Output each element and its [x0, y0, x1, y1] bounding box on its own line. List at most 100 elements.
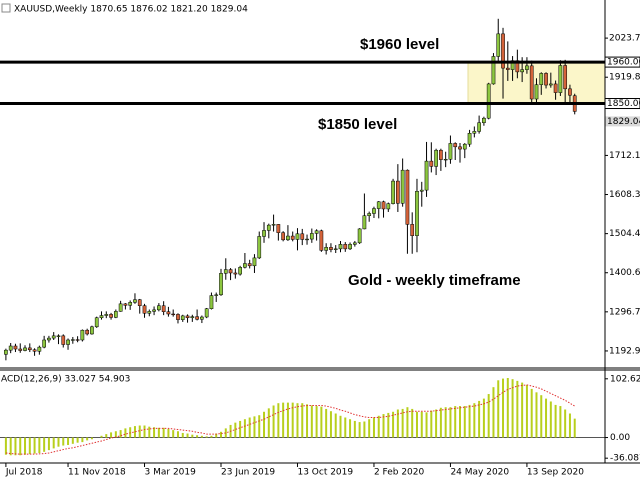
candle-body	[381, 201, 386, 210]
candle-body	[309, 233, 314, 240]
y-tick-label: 102.62	[610, 374, 640, 384]
candle-body	[276, 224, 281, 233]
candle-body	[262, 230, 266, 237]
candle-body	[391, 180, 395, 204]
x-tick-label: 2 Feb 2020	[374, 468, 425, 478]
x-tick-label: 3 Mar 2019	[145, 468, 197, 478]
candle-body	[75, 339, 80, 341]
candle-body	[214, 294, 219, 296]
candle-body	[453, 143, 458, 148]
candle-body	[324, 247, 329, 251]
candle-body	[166, 311, 171, 315]
candle-body	[534, 84, 539, 100]
candle-body	[439, 149, 443, 160]
candle-body	[271, 224, 276, 226]
candle-body	[343, 244, 348, 250]
candle-body	[467, 133, 472, 145]
candle-body	[496, 33, 501, 57]
candle-body	[238, 267, 242, 275]
candle-body	[295, 233, 300, 240]
candle-body	[314, 230, 319, 234]
candle-body	[458, 146, 462, 150]
candle-body	[185, 315, 190, 319]
candle-body	[329, 247, 333, 250]
candle-body	[61, 335, 66, 345]
candle-body	[357, 228, 362, 244]
level-label: 1850.00	[607, 99, 640, 109]
candle-body	[386, 203, 391, 210]
candle-body	[209, 295, 214, 309]
candle-body	[286, 235, 290, 241]
level-label: 1960.00	[607, 58, 640, 68]
y-tick-label: -36.087	[610, 454, 640, 464]
candle-body	[520, 69, 524, 73]
candle-body	[247, 263, 252, 267]
candle-body	[104, 314, 109, 316]
candle-body	[157, 305, 161, 311]
candle-body	[491, 56, 496, 85]
candle-body	[405, 169, 410, 225]
candle-body	[290, 235, 295, 240]
candle-body	[372, 208, 376, 214]
y-tick-label: 1296.75	[609, 307, 640, 317]
candle-body	[396, 180, 400, 204]
candle-body	[147, 311, 152, 314]
candle-body	[434, 149, 438, 167]
candle-body	[553, 83, 558, 93]
candle-body	[233, 272, 238, 275]
candle-body	[443, 158, 448, 161]
candle-body	[505, 67, 510, 70]
candle-body	[142, 305, 147, 314]
candle-body	[23, 347, 27, 351]
x-tick-label: 13 Sep 2020	[527, 468, 584, 478]
candle-body	[118, 303, 123, 312]
candle-body	[429, 160, 434, 167]
candle-body	[266, 224, 271, 231]
candle-body	[477, 122, 481, 132]
candle-body	[305, 238, 309, 241]
candle-body	[204, 308, 209, 318]
candle-body	[56, 335, 61, 337]
level-annotation: $1850 level	[318, 116, 397, 133]
candle-body	[410, 224, 415, 236]
candle-body	[180, 315, 185, 320]
candle-body	[123, 303, 128, 306]
candle-body	[415, 190, 419, 236]
candle-body	[42, 339, 46, 348]
candle-body	[27, 347, 32, 351]
candle-body	[190, 316, 195, 319]
candle-body	[90, 326, 94, 335]
candle-body	[338, 244, 343, 250]
y-tick-label: 1608.30	[609, 190, 640, 200]
y-tick-label: 1192.90	[609, 346, 640, 356]
candle-body	[8, 345, 13, 351]
level-annotation: $1960 level	[360, 36, 439, 53]
candle-body	[176, 314, 180, 320]
candle-body	[200, 316, 204, 320]
candle-body	[4, 349, 8, 355]
candle-body	[252, 257, 257, 267]
candle-body	[70, 339, 75, 341]
candle-body	[510, 60, 515, 70]
candle-body	[109, 314, 113, 318]
x-tick-label: 13 Oct 2019	[297, 468, 353, 478]
x-tick-label: 24 May 2020	[450, 468, 509, 478]
candle-body	[501, 33, 505, 69]
candle-body	[113, 311, 118, 318]
candle-body	[525, 65, 529, 70]
candle-body	[558, 65, 563, 93]
symbol-icon	[1, 3, 11, 13]
candle-body	[152, 309, 156, 312]
candle-body	[424, 160, 429, 191]
y-tick-label: 1400.60	[609, 268, 640, 278]
chart-header: XAUUSD,Weekly 1870.65 1876.02 1821.20 18…	[14, 5, 248, 15]
candle-body	[515, 60, 520, 73]
candle-body	[80, 329, 85, 341]
candle-body	[563, 65, 568, 90]
y-tick-label: 1919.85	[609, 73, 640, 83]
candle-body	[376, 201, 381, 209]
candle-body	[99, 315, 104, 319]
y-tick-label: 1504.45	[609, 229, 640, 239]
